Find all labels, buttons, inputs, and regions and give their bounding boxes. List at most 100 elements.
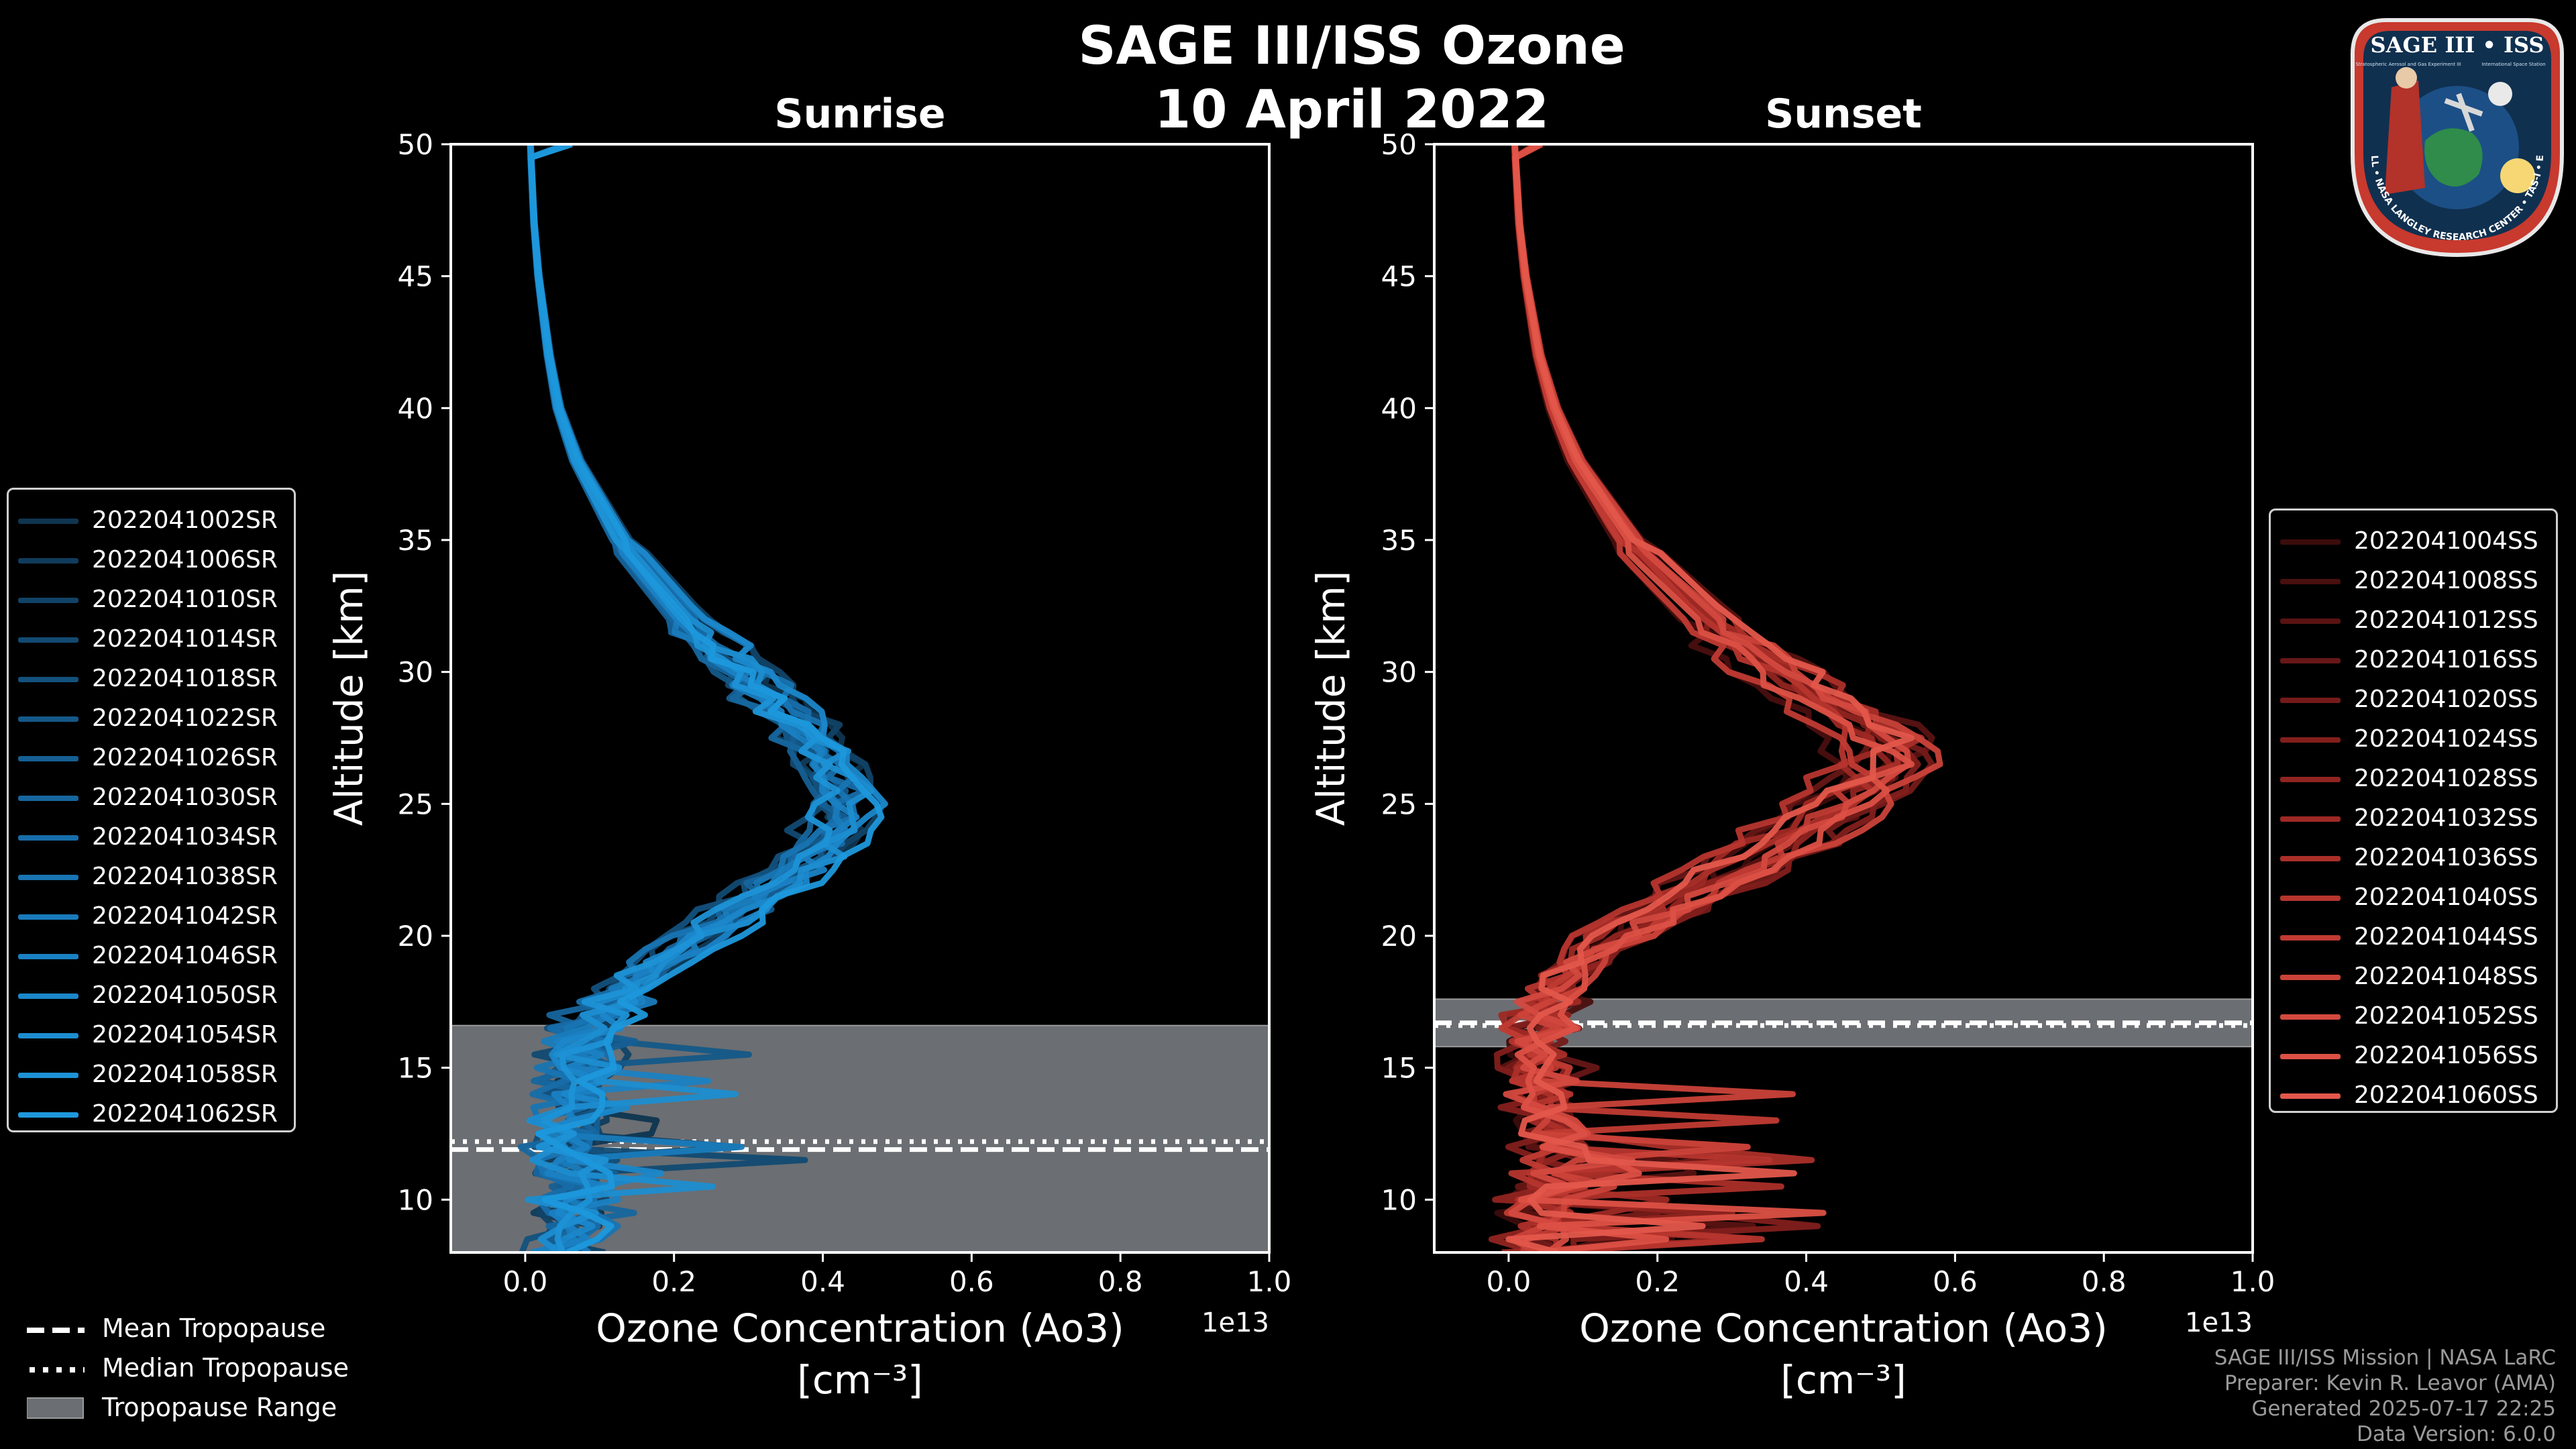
- mean-tropopause-legend: Mean Tropopause: [13, 1308, 389, 1348]
- x-tick-label: 1.0: [1247, 1265, 1292, 1298]
- y-tick-label: 45: [1381, 260, 1417, 293]
- legend-swatch: [2280, 975, 2341, 980]
- tropopause-range-label: Tropopause Range: [102, 1393, 337, 1422]
- y-tick-label: 35: [1381, 524, 1417, 557]
- profile-line-2022041020SS: [1505, 144, 1935, 1252]
- legend-swatch: [18, 914, 78, 920]
- legend-swatch: [2280, 896, 2341, 901]
- legend-item: 2022041006SR: [9, 541, 294, 578]
- legend-swatch: [2280, 1014, 2341, 1020]
- x-tick-label: 0.2: [1635, 1265, 1680, 1298]
- y-tick-label: 15: [398, 1052, 433, 1085]
- legend-label: 2022041022SR: [92, 704, 278, 732]
- legend-item: 2022041034SR: [9, 818, 294, 855]
- sun-icon: [2500, 158, 2535, 193]
- legend-item: 2022041020SS: [2271, 681, 2556, 717]
- legend-label: 2022041012SS: [2354, 606, 2538, 634]
- legend-swatch: [18, 716, 78, 722]
- range-swatch: [27, 1397, 84, 1419]
- legend-item: 2022041012SS: [2271, 602, 2556, 638]
- legend-swatch: [18, 1073, 78, 1078]
- dotted-line-swatch: [30, 1367, 85, 1373]
- y-tick-label: 50: [1381, 128, 1417, 161]
- legend-swatch: [18, 558, 78, 564]
- legend-label: 2022041052SS: [2354, 1002, 2538, 1030]
- legend-item: 2022041060SS: [2271, 1077, 2556, 1113]
- panel-title: Sunrise: [774, 91, 945, 138]
- legend-swatch: [2280, 698, 2341, 703]
- x-offset-label: 1e13: [1201, 1307, 1269, 1338]
- x-tick-label: 1.0: [2231, 1265, 2275, 1298]
- legend-item: 2022041036SS: [2271, 839, 2556, 875]
- legend-swatch: [18, 519, 78, 524]
- legend-swatch: [2280, 579, 2341, 584]
- legend-swatch: [18, 677, 78, 682]
- sunrise-legend: 2022041002SR 2022041006SR 2022041010SR 2022…: [7, 488, 296, 1132]
- profile-line-2022041060SS: [1505, 144, 1915, 1252]
- sage-iii-iss-badge: SAGE III • ISS Stratospheric Aerosol and…: [2345, 13, 2564, 258]
- legend-label: 2022041040SS: [2354, 883, 2538, 911]
- y-tick-label: 15: [1381, 1052, 1417, 1085]
- x-tick-label: 0.2: [651, 1265, 696, 1298]
- legend-item: 2022041004SS: [2271, 523, 2556, 559]
- legend-label: 2022041036SS: [2354, 844, 2538, 871]
- legend-label: 2022041056SS: [2354, 1042, 2538, 1069]
- figure-title: SAGE III/ISS Ozone: [1078, 16, 1625, 76]
- y-tick-label: 50: [398, 128, 433, 161]
- legend-swatch: [2280, 658, 2341, 663]
- legend-item: 2022041040SS: [2271, 879, 2556, 915]
- y-tick-label: 20: [398, 920, 433, 953]
- legend-item: 2022041062SR: [9, 1095, 294, 1132]
- y-tick-label: 30: [398, 656, 433, 689]
- legend-item: 2022041058SR: [9, 1056, 294, 1092]
- x-tick-label: 0.0: [503, 1265, 548, 1298]
- y-tick-label: 10: [398, 1183, 433, 1216]
- y-tick-label: 40: [398, 392, 433, 425]
- credits-version: Data Version: 6.0.0: [2356, 1422, 2556, 1446]
- legend-swatch: [2280, 816, 2341, 822]
- credits-generated: Generated 2025-07-17 22:25: [2251, 1397, 2556, 1421]
- space-station-icon: [2444, 93, 2483, 132]
- badge-subtitle-left: Stratospheric Aerosol and Gas Experiment…: [2355, 62, 2461, 67]
- legend-swatch: [2280, 539, 2341, 545]
- legend-swatch: [2280, 1093, 2341, 1099]
- mean-tropopause-label: Mean Tropopause: [102, 1313, 326, 1343]
- legend-item: 2022041038SR: [9, 858, 294, 894]
- badge-subtitle-right: International Space Station: [2481, 62, 2545, 67]
- profile-line-2022041048SS: [1509, 144, 1943, 1252]
- legend-swatch: [18, 756, 78, 761]
- tropopause-range-legend: Tropopause Range: [13, 1387, 389, 1428]
- legend-label: 2022041032SS: [2354, 804, 2538, 832]
- x-axis-label: Ozone Concentration (Ao3): [596, 1305, 1124, 1351]
- legend-item: 2022041024SS: [2271, 720, 2556, 757]
- credits-preparer: Preparer: Kevin R. Leavor (AMA): [2224, 1371, 2556, 1395]
- y-tick-label: 40: [1381, 392, 1417, 425]
- x-axis-unit: [cm⁻³]: [797, 1357, 923, 1403]
- legend-label: 2022041014SR: [92, 625, 278, 653]
- legend-label: 2022041002SR: [92, 506, 278, 534]
- y-axis-label: Altitude [km]: [1308, 571, 1354, 826]
- legend-item: 2022041014SR: [9, 621, 294, 657]
- legend-swatch: [18, 994, 78, 999]
- badge-title: SAGE III • ISS: [2371, 32, 2544, 58]
- legend-swatch: [2280, 619, 2341, 624]
- figure-robe-icon: [2385, 80, 2425, 195]
- x-axis-label: Ozone Concentration (Ao3): [1579, 1305, 2108, 1351]
- y-axis-label: Altitude [km]: [326, 571, 372, 826]
- legend-swatch: [18, 954, 78, 959]
- legend-label: 2022041054SR: [92, 1021, 278, 1049]
- legend-label: 2022041044SS: [2354, 923, 2538, 951]
- x-tick-label: 0.6: [949, 1265, 994, 1298]
- legend-label: 2022041024SS: [2354, 725, 2538, 753]
- legend-item: 2022041056SS: [2271, 1037, 2556, 1073]
- x-offset-label: 1e13: [2185, 1307, 2253, 1338]
- legend-swatch: [18, 796, 78, 801]
- legend-item: 2022041052SS: [2271, 998, 2556, 1034]
- legend-label: 2022041006SR: [92, 546, 278, 574]
- figure-head-icon: [2396, 67, 2417, 89]
- x-tick-label: 0.0: [1487, 1265, 1532, 1298]
- legend-item: 2022041044SS: [2271, 918, 2556, 955]
- y-tick-label: 10: [1381, 1183, 1417, 1216]
- legend-label: 2022041030SR: [92, 784, 278, 811]
